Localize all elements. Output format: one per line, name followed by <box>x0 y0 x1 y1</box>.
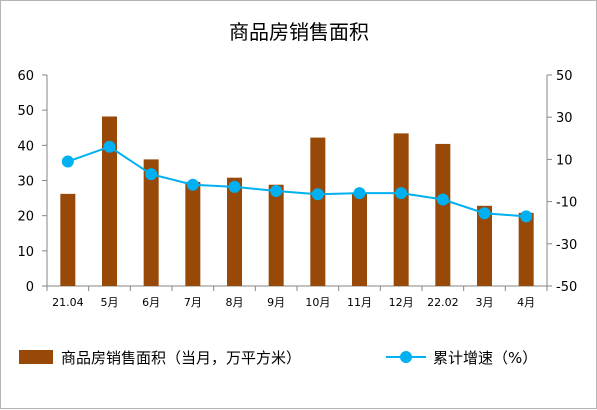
line-point <box>478 207 491 220</box>
legend-bar-swatch <box>19 350 53 364</box>
right-tick-label: -30 <box>556 238 577 253</box>
x-tick-label: 11月 <box>347 296 372 309</box>
line-point <box>395 187 408 200</box>
x-tick-label: 6月 <box>142 296 160 309</box>
x-tick-label: 3月 <box>476 296 494 309</box>
line-point <box>436 193 449 206</box>
left-tick-label: 60 <box>17 69 34 84</box>
right-y-axis: -50 -30 -10 10 30 50 <box>546 69 577 295</box>
bar <box>435 143 451 286</box>
x-tick-label: 4月 <box>517 296 535 309</box>
bar <box>477 205 492 286</box>
bar <box>185 181 201 286</box>
line-point <box>61 155 74 168</box>
right-tick-label: 10 <box>556 153 573 168</box>
x-axis: 21.04 5月 6月 7月 8月 9月 10月 11月 12月 22.02 3月 4月 <box>46 285 548 309</box>
x-tick-label: 8月 <box>226 296 244 309</box>
right-tick-label: 50 <box>556 69 573 84</box>
legend-line-label: 累计增速（%） <box>433 349 537 367</box>
line-point <box>186 178 199 191</box>
chart-title: 商品房销售面积 <box>229 20 369 44</box>
line-point <box>311 188 324 201</box>
series-line <box>67 145 527 218</box>
right-tick-label: 30 <box>556 111 573 126</box>
bar <box>227 177 242 286</box>
x-tick-label: 7月 <box>184 296 202 309</box>
line-series <box>61 140 533 223</box>
line-point <box>145 168 158 181</box>
right-tick-label: -50 <box>556 280 577 295</box>
legend-bar-label: 商品房销售面积（当月，万平方米） <box>61 349 301 367</box>
bar <box>518 212 534 286</box>
x-tick-label: 5月 <box>101 296 119 309</box>
x-tick-label: 22.02 <box>427 296 459 309</box>
bar <box>102 116 117 286</box>
line-point <box>103 140 116 153</box>
legend: 商品房销售面积（当月，万平方米） 累计增速（%） <box>19 349 537 367</box>
line-point <box>228 180 241 193</box>
bar <box>310 137 326 286</box>
bar <box>60 193 76 286</box>
bar <box>352 192 367 286</box>
line-point <box>353 187 366 200</box>
bar <box>143 159 159 286</box>
legend-line-marker <box>400 351 412 363</box>
left-tick-label: 0 <box>26 280 34 295</box>
left-tick-label: 10 <box>17 245 34 260</box>
bar <box>393 133 409 286</box>
left-y-axis: 0 10 20 30 40 50 60 <box>17 69 48 295</box>
left-tick-label: 20 <box>17 210 34 225</box>
left-tick-label: 50 <box>17 104 34 119</box>
right-tick-label: -10 <box>556 196 577 211</box>
line-point <box>520 210 533 223</box>
left-tick-label: 30 <box>17 175 34 190</box>
line-point <box>270 185 283 198</box>
bar <box>268 184 284 286</box>
x-tick-label: 21.04 <box>52 296 84 309</box>
x-tick-label: 9月 <box>267 296 285 309</box>
x-tick-label: 12月 <box>389 296 414 309</box>
left-tick-label: 40 <box>17 139 34 154</box>
bar-series <box>60 116 534 286</box>
x-tick-label: 10月 <box>305 296 330 309</box>
